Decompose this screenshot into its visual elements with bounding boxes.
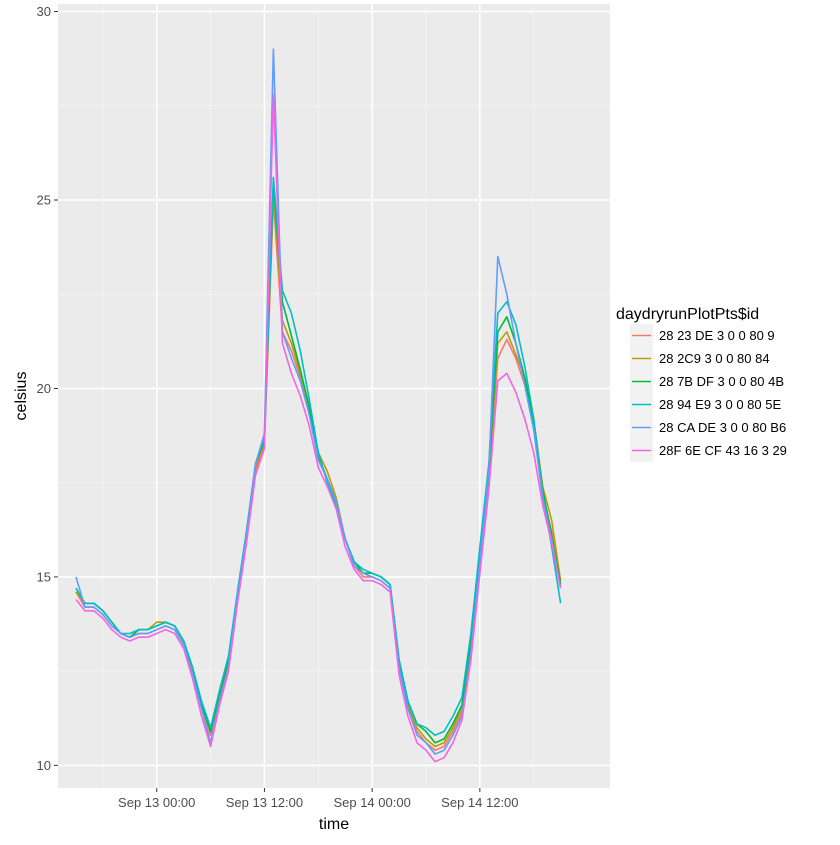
legend-label: 28F 6E CF 43 16 3 29 — [659, 443, 787, 458]
grid-lines — [58, 4, 610, 788]
y-tick-label: 25 — [37, 193, 51, 208]
y-tick-label: 20 — [37, 381, 51, 396]
legend-label: 28 23 DE 3 0 0 80 9 — [659, 328, 775, 343]
legend-label: 28 94 E9 3 0 0 80 5E — [659, 397, 781, 412]
plot-panel — [58, 4, 610, 788]
x-tick-label: Sep 14 00:00 — [333, 795, 410, 810]
y-axis: 10 15 20 25 30 — [37, 4, 58, 773]
y-tick-label: 30 — [37, 4, 51, 19]
y-axis-title: celsius — [13, 372, 30, 421]
legend-title: daydryrunPlotPts$id — [616, 306, 759, 323]
series-line-5 — [75, 48, 562, 755]
series-line-4 — [75, 176, 562, 737]
y-tick-label: 15 — [37, 569, 51, 584]
y-tick-label: 10 — [37, 758, 51, 773]
legend-label: 28 CA DE 3 0 0 80 B6 — [659, 420, 786, 435]
x-axis-title: time — [319, 816, 349, 833]
legend: daydryrunPlotPts$id 28 23 DE 3 0 0 80 9 2… — [616, 306, 787, 462]
series-line-6 — [75, 93, 562, 763]
x-tick-label: Sep 14 12:00 — [441, 795, 518, 810]
legend-label: 28 2C9 3 0 0 80 84 — [659, 351, 770, 366]
series-lines — [75, 48, 562, 763]
x-axis: Sep 13 00:00 Sep 13 12:00 Sep 14 00:00 Sep … — [118, 788, 519, 810]
x-tick-label: Sep 13 12:00 — [226, 795, 303, 810]
legend-label: 28 7B DF 3 0 0 80 4B — [659, 374, 784, 389]
x-tick-label: Sep 13 00:00 — [118, 795, 195, 810]
